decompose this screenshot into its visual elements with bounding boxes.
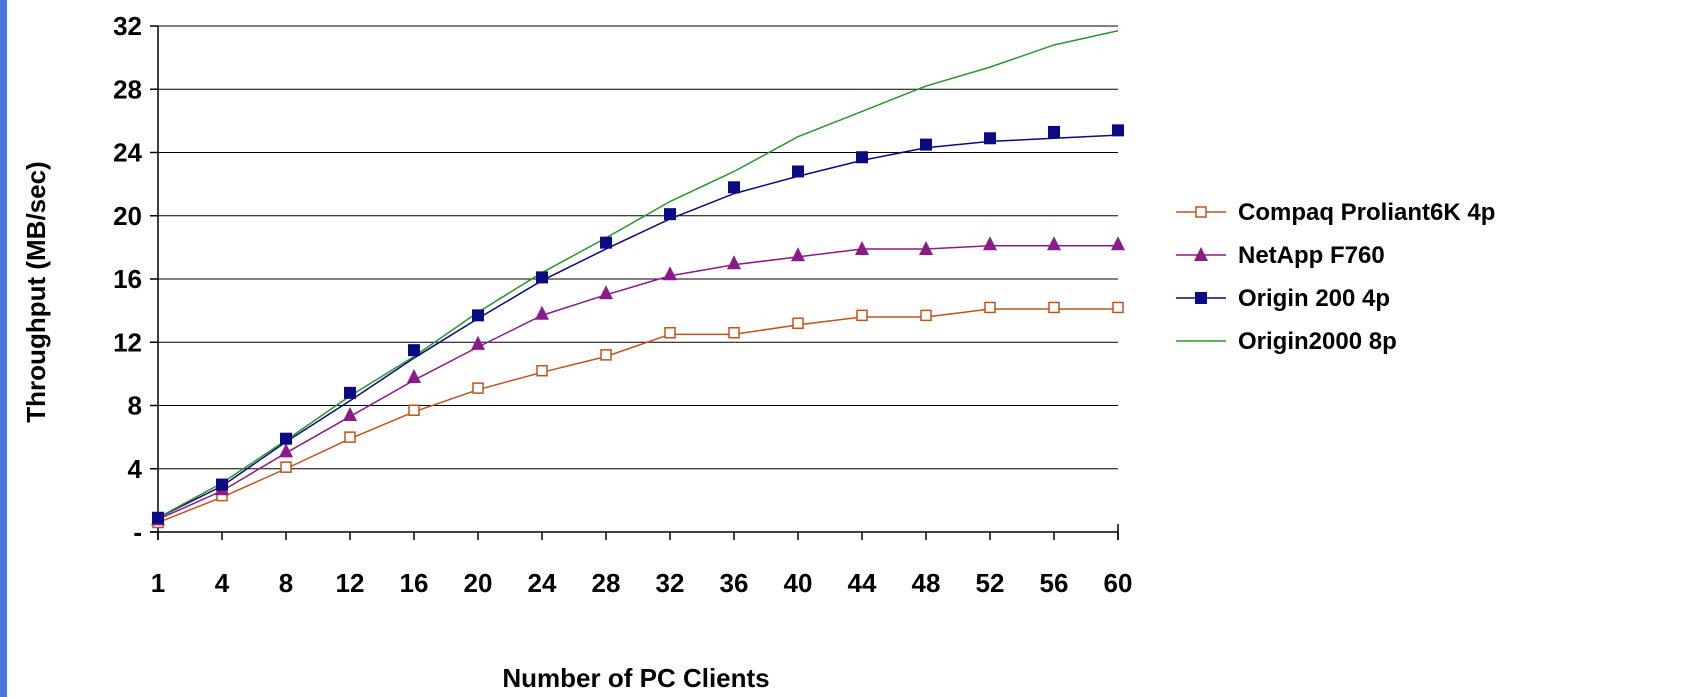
data-point-netapp-f760 [983,236,997,251]
data-point-origin-200-4p [1048,125,1060,138]
grid-lines [158,25,1118,470]
y-axis-title: Throughput (MB/sec) [21,161,51,422]
y-tick-label: 28 [113,74,142,104]
data-point-origin-200-4p [728,181,740,194]
legend-label: NetApp F760 [1238,242,1385,269]
data-point-compaq-proliant6k-4p [408,404,420,416]
data-point-origin-200-4p [792,165,804,178]
data-point-compaq-proliant6k-4p [984,301,996,314]
x-tick-label: 1 [151,568,165,598]
data-point-compaq-proliant6k-4p [792,317,804,330]
data-point-compaq-proliant6k-4p [856,309,868,322]
y-tick-label: 24 [113,138,142,168]
legend: Compaq Proliant6K 4p NetApp F760 Origin 20… [1176,199,1495,355]
data-point-netapp-f760 [1047,236,1061,251]
series-line-origin-200-4p [157,134,1119,519]
legend-marker-origin-200-4p [1195,292,1207,304]
data-point-netapp-f760 [1111,236,1125,251]
y-tick-label: 8 [128,391,142,421]
legend-label: Origin2000 8p [1238,328,1397,355]
data-point-origin-200-4p [856,151,868,164]
data-point-origin-200-4p [408,344,420,357]
series-line-origin2000-8p [157,30,1119,519]
x-tick-label: 40 [784,568,813,598]
data-point-origin-200-4p [920,138,932,151]
x-tick-label: 32 [656,568,685,598]
x-tick-label: 20 [464,568,493,598]
data-point-compaq-proliant6k-4p [344,431,356,443]
data-point-origin-200-4p [536,271,548,284]
series-lines [157,30,1119,524]
data-point-netapp-f760 [727,255,741,270]
data-point-compaq-proliant6k-4p [280,461,292,473]
data-point-origin-200-4p [472,309,484,322]
data-point-compaq-proliant6k-4p [728,327,740,339]
data-point-origin-200-4p [152,511,164,524]
y-tick-label: - [133,517,142,547]
data-point-netapp-f760 [279,443,293,458]
x-tick-label: 12 [336,568,365,598]
data-point-netapp-f760 [471,335,485,350]
data-point-compaq-proliant6k-4p [472,382,484,394]
data-point-netapp-f760 [343,406,357,421]
x-tick-label: 52 [976,568,1005,598]
y-tick-label: 32 [113,11,142,41]
x-tick-label: 36 [720,568,749,598]
y-axis-tick-labels: - 4 8 12 16 20 24 28 32 [113,11,142,547]
data-point-compaq-proliant6k-4p [920,309,932,322]
legend-marker-netapp-f760 [1194,247,1208,261]
data-point-netapp-f760 [663,266,677,281]
y-tick-label: 20 [113,201,142,231]
y-tick-label: 12 [113,327,142,357]
data-point-netapp-f760 [919,240,933,255]
data-point-netapp-f760 [855,240,869,255]
data-point-netapp-f760 [407,369,421,384]
data-point-origin-200-4p [600,236,612,249]
y-tick-label: 16 [113,264,142,294]
x-axis-tick-labels: 1 4 8 12 16 20 24 28 32 36 40 44 48 52 56 60 [151,568,1133,598]
x-tick-label: 24 [528,568,557,598]
x-tick-label: 48 [912,568,941,598]
data-point-compaq-proliant6k-4p [600,349,612,361]
x-tick-label: 16 [400,568,429,598]
x-tick-label: 4 [215,568,230,598]
series-markers [151,124,1125,529]
data-point-netapp-f760 [791,247,805,262]
legend-marker-compaq-proliant6k-4p [1195,206,1207,218]
x-tick-label: 44 [848,568,877,598]
x-tick-label: 8 [279,568,293,598]
legend-label: Origin 200 4p [1238,285,1390,312]
data-point-compaq-proliant6k-4p [664,327,676,339]
x-tick-label: 28 [592,568,621,598]
data-point-origin-200-4p [216,478,228,491]
data-point-netapp-f760 [535,305,549,320]
x-tick-label: 56 [1040,568,1069,598]
y-tick-label: 4 [128,454,143,484]
x-axis-title: Number of PC Clients [502,663,769,693]
series-line-compaq-proliant6k-4p [157,308,1118,524]
data-point-origin-200-4p [344,386,356,399]
data-point-compaq-proliant6k-4p [1048,301,1060,314]
data-point-origin-200-4p [1112,124,1124,137]
data-point-netapp-f760 [599,285,613,300]
data-point-compaq-proliant6k-4p [1112,301,1124,314]
data-point-compaq-proliant6k-4p [536,364,548,377]
axes [150,25,1119,540]
data-point-origin-200-4p [984,132,996,145]
left-accent-stripe [0,0,7,697]
data-point-origin-200-4p [664,208,676,221]
data-point-origin-200-4p [280,432,292,445]
x-tick-label: 60 [1104,568,1133,598]
legend-label: Compaq Proliant6K 4p [1238,199,1495,226]
series-line-netapp-f760 [157,245,1118,521]
